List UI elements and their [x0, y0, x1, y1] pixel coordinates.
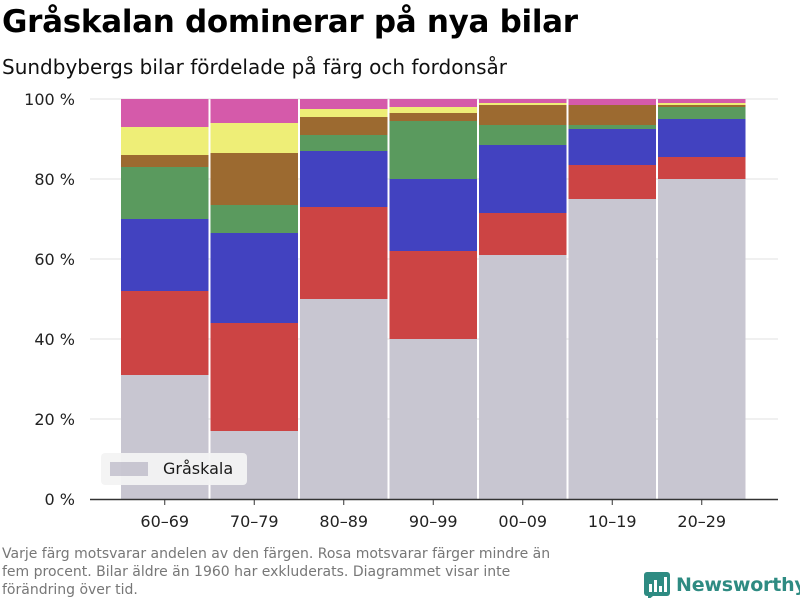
bar-segment — [389, 251, 477, 339]
y-tick-label: 80 % — [34, 170, 75, 189]
x-tick-label: 10–19 — [588, 512, 637, 531]
brand-logo: Newsworthy — [644, 570, 800, 600]
bar-segment — [479, 105, 567, 125]
x-tick-label: 70–79 — [230, 512, 279, 531]
footnote: Varje färg motsvarar andelen av den färg… — [2, 546, 551, 598]
x-tick-label: 20–29 — [677, 512, 726, 531]
bar-segment — [389, 339, 477, 499]
y-tick-label: 0 % — [45, 490, 75, 509]
bar-segment — [568, 129, 656, 165]
bar-segment — [389, 121, 477, 179]
bar-segment — [658, 105, 746, 107]
bar-segment — [479, 213, 567, 255]
y-tick-label: 60 % — [34, 250, 75, 269]
bar-segment — [389, 113, 477, 121]
legend-swatch-graskala — [110, 462, 148, 476]
bar-segment — [210, 233, 298, 323]
bar-segment — [210, 323, 298, 431]
bar-segment — [389, 179, 477, 251]
bar-segment — [121, 291, 209, 375]
legend-label: Gråskala — [163, 459, 234, 478]
bar-segment — [658, 99, 746, 103]
bar-segment — [479, 125, 567, 145]
bar-segment — [121, 155, 209, 167]
y-tick-label: 100 % — [24, 90, 75, 109]
bar-segment — [479, 99, 567, 103]
bar-segment — [210, 99, 298, 123]
bar-segment — [300, 151, 388, 207]
bar-segment — [300, 117, 388, 135]
bar-segment — [389, 99, 477, 107]
bar-segment — [300, 109, 388, 117]
bar-segment — [389, 107, 477, 113]
bar-segment — [300, 135, 388, 151]
bar-segment — [479, 255, 567, 499]
bar-segment — [658, 119, 746, 157]
bar-segment — [658, 179, 746, 499]
bar-segment — [658, 157, 746, 179]
newsworthy-logo-icon — [644, 572, 670, 598]
bar-segment — [121, 219, 209, 291]
bar-segment — [210, 153, 298, 205]
bar-segment — [568, 99, 656, 105]
bar-segment — [568, 125, 656, 129]
bar-segment — [121, 99, 209, 127]
x-tick-label: 90–99 — [409, 512, 458, 531]
bar-segment — [479, 145, 567, 213]
bar-segment — [210, 205, 298, 233]
x-tick-label: 60–69 — [140, 512, 189, 531]
bar-segment — [300, 99, 388, 109]
bar-segment — [568, 165, 656, 199]
chart-subtitle: Sundbybergs bilar fördelade på färg och … — [2, 55, 508, 79]
bar-segment — [121, 167, 209, 219]
bar-segment — [568, 105, 656, 125]
bar-segment — [210, 123, 298, 153]
bar-segment — [300, 207, 388, 299]
x-tick-label: 80–89 — [319, 512, 368, 531]
bar-segment — [121, 127, 209, 155]
legend: Gråskala — [101, 453, 247, 485]
bar-segment — [300, 299, 388, 499]
bar-segment — [658, 107, 746, 119]
chart-title: Gråskalan dominerar på nya bilar — [2, 4, 578, 40]
bar-segment — [568, 199, 656, 499]
y-tick-label: 20 % — [34, 410, 75, 429]
bar-segment — [479, 103, 567, 105]
brand-name: Newsworthy — [676, 574, 800, 596]
bar-segment — [658, 103, 746, 105]
x-tick-label: 00–09 — [498, 512, 547, 531]
y-tick-label: 40 % — [34, 330, 75, 349]
